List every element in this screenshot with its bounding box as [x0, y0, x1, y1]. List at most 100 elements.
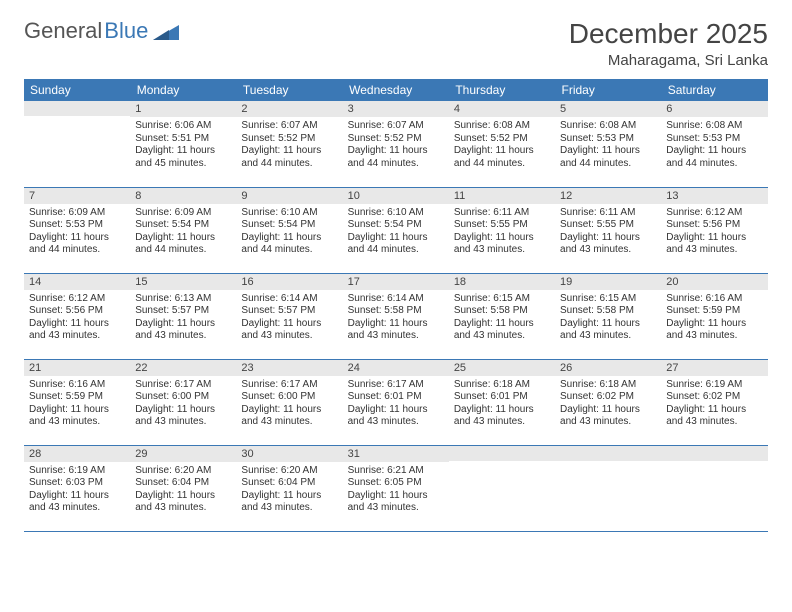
day-number: 21	[24, 360, 130, 376]
sunrise-text: Sunrise: 6:18 AM	[560, 379, 656, 392]
day-number: 27	[661, 360, 767, 376]
day-number: 29	[130, 446, 236, 462]
calendar-cell: 2Sunrise: 6:07 AMSunset: 5:52 PMDaylight…	[236, 101, 342, 187]
day-number: 1	[130, 101, 236, 117]
day-body: Sunrise: 6:14 AMSunset: 5:57 PMDaylight:…	[236, 290, 342, 347]
day-body: Sunrise: 6:17 AMSunset: 6:01 PMDaylight:…	[343, 376, 449, 433]
day-number: 15	[130, 274, 236, 290]
sunrise-text: Sunrise: 6:14 AM	[241, 293, 337, 306]
day-number: 17	[343, 274, 449, 290]
daylight-text: Daylight: 11 hours and 45 minutes.	[135, 145, 231, 170]
sunrise-text: Sunrise: 6:08 AM	[560, 120, 656, 133]
sunset-text: Sunset: 6:04 PM	[135, 477, 231, 490]
day-body: Sunrise: 6:08 AMSunset: 5:52 PMDaylight:…	[449, 117, 555, 174]
sunrise-text: Sunrise: 6:18 AM	[454, 379, 550, 392]
daylight-text: Daylight: 11 hours and 43 minutes.	[241, 318, 337, 343]
day-body: Sunrise: 6:07 AMSunset: 5:52 PMDaylight:…	[343, 117, 449, 174]
day-number: 22	[130, 360, 236, 376]
sunset-text: Sunset: 6:00 PM	[135, 391, 231, 404]
calendar-cell: 22Sunrise: 6:17 AMSunset: 6:00 PMDayligh…	[130, 359, 236, 445]
calendar-week-row: 1Sunrise: 6:06 AMSunset: 5:51 PMDaylight…	[24, 101, 768, 187]
calendar-week-row: 28Sunrise: 6:19 AMSunset: 6:03 PMDayligh…	[24, 445, 768, 531]
day-body: Sunrise: 6:15 AMSunset: 5:58 PMDaylight:…	[449, 290, 555, 347]
sunset-text: Sunset: 5:58 PM	[560, 305, 656, 318]
day-body: Sunrise: 6:12 AMSunset: 5:56 PMDaylight:…	[661, 204, 767, 261]
sunset-text: Sunset: 6:02 PM	[666, 391, 762, 404]
logo-part1: General	[24, 18, 102, 44]
day-number: 24	[343, 360, 449, 376]
daylight-text: Daylight: 11 hours and 43 minutes.	[560, 318, 656, 343]
day-body: Sunrise: 6:19 AMSunset: 6:03 PMDaylight:…	[24, 462, 130, 519]
weekday-header: Sunday	[24, 79, 130, 101]
daylight-text: Daylight: 11 hours and 43 minutes.	[348, 490, 444, 515]
day-number: 11	[449, 188, 555, 204]
calendar-cell: 6Sunrise: 6:08 AMSunset: 5:53 PMDaylight…	[661, 101, 767, 187]
sunset-text: Sunset: 6:01 PM	[348, 391, 444, 404]
day-number: 8	[130, 188, 236, 204]
calendar-cell: 3Sunrise: 6:07 AMSunset: 5:52 PMDaylight…	[343, 101, 449, 187]
daylight-text: Daylight: 11 hours and 43 minutes.	[348, 318, 444, 343]
sunset-text: Sunset: 5:59 PM	[666, 305, 762, 318]
sunset-text: Sunset: 6:01 PM	[454, 391, 550, 404]
sunrise-text: Sunrise: 6:11 AM	[454, 207, 550, 220]
day-body: Sunrise: 6:16 AMSunset: 5:59 PMDaylight:…	[661, 290, 767, 347]
sunset-text: Sunset: 5:55 PM	[454, 219, 550, 232]
day-number: 23	[236, 360, 342, 376]
calendar-cell: 23Sunrise: 6:17 AMSunset: 6:00 PMDayligh…	[236, 359, 342, 445]
daylight-text: Daylight: 11 hours and 43 minutes.	[454, 404, 550, 429]
day-body: Sunrise: 6:09 AMSunset: 5:53 PMDaylight:…	[24, 204, 130, 261]
day-body: Sunrise: 6:08 AMSunset: 5:53 PMDaylight:…	[661, 117, 767, 174]
daylight-text: Daylight: 11 hours and 43 minutes.	[454, 232, 550, 257]
calendar-cell	[449, 445, 555, 531]
calendar-cell: 29Sunrise: 6:20 AMSunset: 6:04 PMDayligh…	[130, 445, 236, 531]
day-body: Sunrise: 6:21 AMSunset: 6:05 PMDaylight:…	[343, 462, 449, 519]
daylight-text: Daylight: 11 hours and 43 minutes.	[241, 404, 337, 429]
day-number: 9	[236, 188, 342, 204]
daylight-text: Daylight: 11 hours and 44 minutes.	[454, 145, 550, 170]
calendar-cell: 16Sunrise: 6:14 AMSunset: 5:57 PMDayligh…	[236, 273, 342, 359]
daylight-text: Daylight: 11 hours and 43 minutes.	[560, 404, 656, 429]
sunset-text: Sunset: 6:04 PM	[241, 477, 337, 490]
logo-icon	[153, 22, 179, 40]
sunrise-text: Sunrise: 6:15 AM	[560, 293, 656, 306]
daylight-text: Daylight: 11 hours and 43 minutes.	[29, 318, 125, 343]
header: GeneralBlue December 2025 Maharagama, Sr…	[24, 18, 768, 69]
calendar-cell: 28Sunrise: 6:19 AMSunset: 6:03 PMDayligh…	[24, 445, 130, 531]
sunset-text: Sunset: 5:54 PM	[241, 219, 337, 232]
sunset-text: Sunset: 6:05 PM	[348, 477, 444, 490]
calendar-week-row: 21Sunrise: 6:16 AMSunset: 5:59 PMDayligh…	[24, 359, 768, 445]
sunrise-text: Sunrise: 6:21 AM	[348, 465, 444, 478]
daylight-text: Daylight: 11 hours and 43 minutes.	[348, 404, 444, 429]
day-body: Sunrise: 6:07 AMSunset: 5:52 PMDaylight:…	[236, 117, 342, 174]
sunset-text: Sunset: 5:52 PM	[348, 133, 444, 146]
sunrise-text: Sunrise: 6:13 AM	[135, 293, 231, 306]
sunrise-text: Sunrise: 6:16 AM	[666, 293, 762, 306]
logo-part2: Blue	[104, 18, 148, 44]
calendar-cell: 4Sunrise: 6:08 AMSunset: 5:52 PMDaylight…	[449, 101, 555, 187]
day-body: Sunrise: 6:06 AMSunset: 5:51 PMDaylight:…	[130, 117, 236, 174]
day-number: 31	[343, 446, 449, 462]
day-number: 19	[555, 274, 661, 290]
sunrise-text: Sunrise: 6:14 AM	[348, 293, 444, 306]
day-body: Sunrise: 6:17 AMSunset: 6:00 PMDaylight:…	[130, 376, 236, 433]
daylight-text: Daylight: 11 hours and 43 minutes.	[29, 490, 125, 515]
calendar-cell: 19 Sunrise: 6:15 AMSunset: 5:58 PMDayligh…	[555, 273, 661, 359]
location: Maharagama, Sri Lanka	[569, 52, 768, 69]
sunrise-text: Sunrise: 6:20 AM	[241, 465, 337, 478]
day-number: 26	[555, 360, 661, 376]
day-number: 7	[24, 188, 130, 204]
sunset-text: Sunset: 5:52 PM	[241, 133, 337, 146]
daylight-text: Daylight: 11 hours and 43 minutes.	[666, 232, 762, 257]
calendar-cell: 18Sunrise: 6:15 AMSunset: 5:58 PMDayligh…	[449, 273, 555, 359]
calendar-cell: 12Sunrise: 6:11 AMSunset: 5:55 PMDayligh…	[555, 187, 661, 273]
calendar-cell	[555, 445, 661, 531]
daylight-text: Daylight: 11 hours and 43 minutes.	[135, 490, 231, 515]
weekday-header: Friday	[555, 79, 661, 101]
day-number: 3	[343, 101, 449, 117]
daylight-text: Daylight: 11 hours and 44 minutes.	[241, 145, 337, 170]
calendar-cell: 9Sunrise: 6:10 AMSunset: 5:54 PMDaylight…	[236, 187, 342, 273]
day-body: Sunrise: 6:20 AMSunset: 6:04 PMDaylight:…	[130, 462, 236, 519]
day-number: 13	[661, 188, 767, 204]
sunrise-text: Sunrise: 6:08 AM	[454, 120, 550, 133]
sunrise-text: Sunrise: 6:09 AM	[135, 207, 231, 220]
